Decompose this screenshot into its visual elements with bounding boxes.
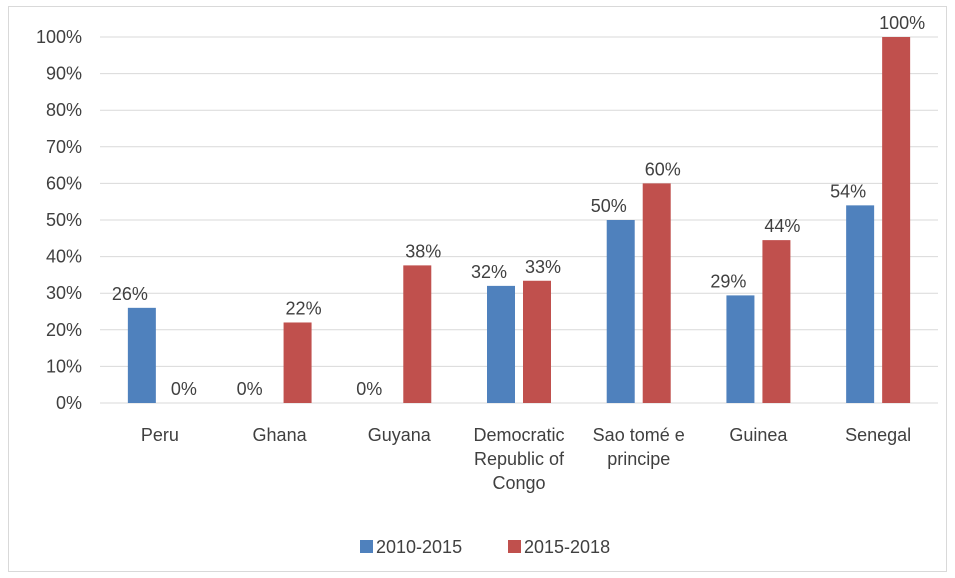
bar-2015-2018 [642,183,671,403]
bar-2010-2015 [726,295,755,403]
chart-container [8,6,947,572]
data-label: 32% [471,262,507,282]
category-label: Guinea [729,425,788,445]
category-label: Senegal [845,425,911,445]
legend-label: 2010-2015 [376,537,462,557]
y-tick-label: 100% [36,27,82,47]
bar-2015-2018 [762,240,791,403]
data-label: 33% [525,257,561,277]
bar-2015-2018 [882,37,911,403]
data-label: 22% [286,298,322,318]
data-label: 44% [764,216,800,236]
data-label: 0% [171,379,197,399]
bar-2015-2018 [523,280,551,403]
data-label: 60% [645,159,681,179]
category-label: Peru [141,425,179,445]
x-axis-category-labels: Peru Ghana Guyana Democratic Republic of Cong… [141,425,911,493]
y-tick-label: 50% [46,210,82,230]
legend-label: 2015-2018 [524,537,610,557]
legend: 2010-2015 2015-2018 [360,537,610,557]
y-tick-label: 10% [46,356,82,376]
data-label: 100% [879,13,925,33]
data-labels: 26% 0% 0% 22% 0% 38% 32% 33% 50% 60% 29% 44% 54% 100% [112,13,925,399]
bars [127,37,911,403]
category-label: Ghana [253,425,308,445]
bar-2010-2015 [127,307,156,403]
gridlines [100,36,938,404]
category-label: Republic of [474,449,565,469]
category-label: Sao tomé e [593,425,685,445]
bar-2010-2015 [606,220,635,403]
y-axis-tick-labels: 0% 10% 20% 30% 40% 50% 60% 70% 80% 90% 100% [36,27,82,413]
y-tick-label: 30% [46,283,82,303]
data-label: 0% [237,379,263,399]
y-tick-label: 80% [46,100,82,120]
category-label: Guyana [368,425,432,445]
bar-2010-2015 [487,285,515,403]
bar-2015-2018 [283,322,312,403]
legend-swatch [360,540,373,553]
y-tick-label: 0% [56,393,82,413]
data-label: 54% [830,181,866,201]
data-label: 50% [591,196,627,216]
y-tick-label: 20% [46,320,82,340]
data-label: 38% [405,241,441,261]
bar-2015-2018 [403,265,432,403]
bar-2010-2015 [846,205,875,403]
y-tick-label: 40% [46,247,82,267]
category-label: principe [607,449,670,469]
data-label: 0% [356,379,382,399]
y-tick-label: 60% [46,173,82,193]
data-label: 26% [112,284,148,304]
category-label: Democratic [473,425,564,445]
legend-swatch [508,540,521,553]
category-label: Congo [492,473,545,493]
y-tick-label: 70% [46,137,82,157]
y-tick-label: 90% [46,64,82,84]
data-label: 29% [710,271,746,291]
